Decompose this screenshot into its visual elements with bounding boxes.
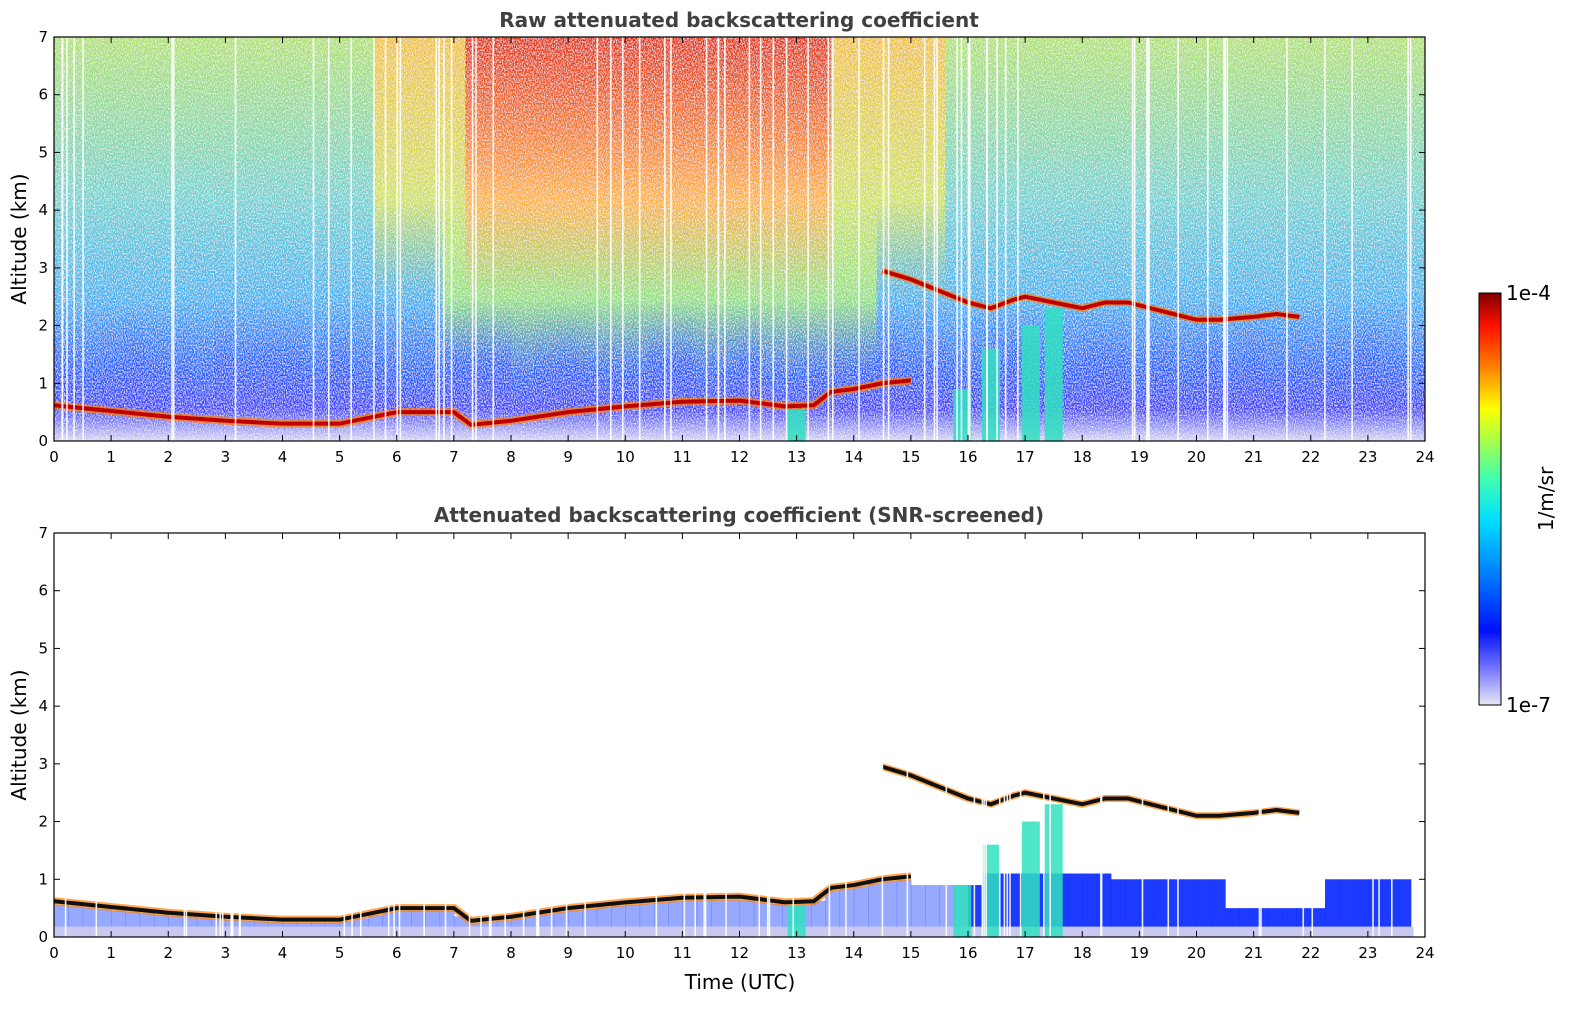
- x-tick-label: 12: [730, 944, 749, 962]
- x-tick-label: 19: [1130, 448, 1149, 466]
- raw-heatmap: [54, 37, 1425, 441]
- x-tick-label: 15: [901, 944, 920, 962]
- y-tick-label: 7: [38, 524, 48, 542]
- y-tick-label: 7: [38, 28, 48, 46]
- y-tick-label: 4: [38, 201, 48, 219]
- x-tick-label: 5: [335, 448, 345, 466]
- x-tick-label: 16: [958, 448, 977, 466]
- y-tick-label: 3: [38, 259, 48, 277]
- x-tick-label: 11: [673, 944, 692, 962]
- screened-panel-title: Attenuated backscattering coefficient (S…: [434, 503, 1044, 527]
- colorbar-max-label: 1e-4: [1506, 281, 1551, 305]
- x-tick-label: 3: [221, 944, 231, 962]
- x-tick-label: 12: [730, 448, 749, 466]
- raw-y-ticks: 0 1 2 3 4 5 6 7: [38, 28, 1425, 450]
- colorbar: 1e-4 1e-7 1/m/sr: [1478, 281, 1558, 717]
- screened-y-ticks: 0 1 2 3 4 5 6 7: [38, 524, 1425, 946]
- y-tick-label: 3: [38, 755, 48, 773]
- x-tick-label: 23: [1358, 448, 1377, 466]
- raw-x-ticks: 0 1 2 3 4 5 6 7 8 9 10 11 12 13 14 15 16 17 18 19 20 21 22 23 24: [49, 37, 1435, 466]
- x-tick-label: 17: [1016, 448, 1035, 466]
- screened-panel: Attenuated backscattering coefficient (S…: [7, 503, 1435, 994]
- x-tick-label: 17: [1016, 944, 1035, 962]
- x-tick-label: 20: [1187, 944, 1206, 962]
- y-tick-label: 6: [38, 86, 48, 104]
- x-tick-label: 0: [49, 944, 59, 962]
- x-tick-label: 9: [563, 944, 573, 962]
- x-tick-label: 13: [787, 448, 806, 466]
- x-tick-label: 5: [335, 944, 345, 962]
- screened-y-axis-label: Altitude (km): [7, 669, 31, 800]
- x-tick-label: 21: [1244, 448, 1263, 466]
- colorbar-icon: [1478, 292, 1502, 706]
- x-tick-label: 8: [506, 448, 516, 466]
- raw-y-axis-label: Altitude (km): [7, 173, 31, 304]
- raw-panel: Raw attenuated backscattering coefficien…: [7, 8, 1435, 466]
- x-tick-label: 7: [449, 448, 459, 466]
- x-tick-label: 8: [506, 944, 516, 962]
- x-tick-label: 1: [106, 448, 116, 466]
- x-tick-label: 1: [106, 944, 116, 962]
- x-tick-label: 15: [901, 448, 920, 466]
- x-tick-label: 19: [1130, 944, 1149, 962]
- x-tick-label: 10: [616, 448, 635, 466]
- raw-panel-title: Raw attenuated backscattering coefficien…: [499, 8, 979, 32]
- x-tick-label: 21: [1244, 944, 1263, 962]
- y-tick-label: 0: [38, 432, 48, 450]
- y-tick-label: 2: [38, 813, 48, 831]
- x-tick-label: 11: [673, 448, 692, 466]
- x-tick-label: 22: [1301, 448, 1320, 466]
- y-tick-label: 6: [38, 582, 48, 600]
- x-tick-label: 14: [844, 944, 863, 962]
- x-tick-label: 14: [844, 448, 863, 466]
- x-tick-label: 6: [392, 448, 402, 466]
- colorbar-min-label: 1e-7: [1506, 693, 1551, 717]
- x-tick-label: 9: [563, 448, 573, 466]
- y-tick-label: 5: [38, 143, 48, 161]
- screened-x-ticks: 0 1 2 3 4 5 6 7 8 9 10 11 12 13 14 15 16 17 18 19 20 21 22 23 24: [49, 533, 1435, 962]
- y-tick-label: 1: [38, 374, 48, 392]
- x-axis-label: Time (UTC): [684, 970, 796, 994]
- x-tick-label: 3: [221, 448, 231, 466]
- y-tick-label: 5: [38, 639, 48, 657]
- x-tick-label: 24: [1415, 448, 1434, 466]
- y-tick-label: 0: [38, 928, 48, 946]
- x-tick-label: 18: [1073, 448, 1092, 466]
- x-tick-label: 4: [278, 448, 288, 466]
- x-tick-label: 6: [392, 944, 402, 962]
- x-tick-label: 20: [1187, 448, 1206, 466]
- x-tick-label: 0: [49, 448, 59, 466]
- y-tick-label: 2: [38, 317, 48, 335]
- x-tick-label: 2: [163, 448, 173, 466]
- x-tick-label: 23: [1358, 944, 1377, 962]
- x-tick-label: 7: [449, 944, 459, 962]
- x-tick-label: 16: [958, 944, 977, 962]
- screened-heatmap: [54, 533, 1425, 937]
- y-tick-label: 1: [38, 870, 48, 888]
- x-tick-label: 18: [1073, 944, 1092, 962]
- x-tick-label: 13: [787, 944, 806, 962]
- x-tick-label: 2: [163, 944, 173, 962]
- x-tick-label: 4: [278, 944, 288, 962]
- y-tick-label: 4: [38, 697, 48, 715]
- x-tick-label: 24: [1415, 944, 1434, 962]
- x-tick-label: 22: [1301, 944, 1320, 962]
- colorbar-unit-label: 1/m/sr: [1534, 466, 1558, 531]
- x-tick-label: 10: [616, 944, 635, 962]
